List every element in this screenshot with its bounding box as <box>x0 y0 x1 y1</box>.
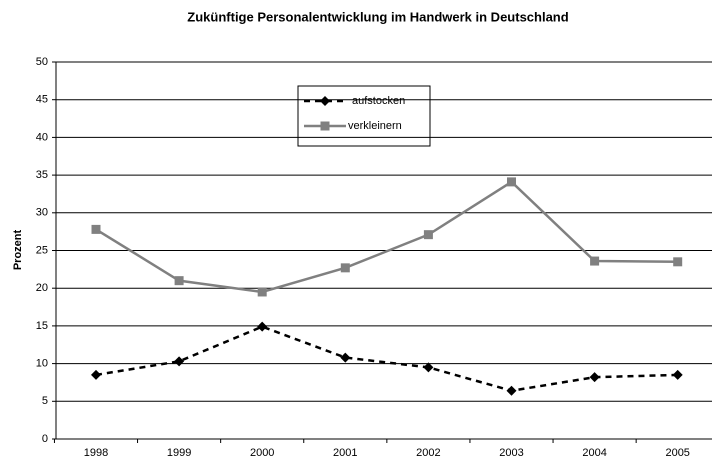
marker <box>340 352 351 363</box>
y-tick-label: 30 <box>36 207 48 219</box>
marker <box>590 256 600 266</box>
x-tick-label: 2005 <box>665 447 689 459</box>
y-tick-label: 20 <box>36 282 48 294</box>
marker <box>340 263 350 273</box>
marker <box>320 96 330 106</box>
marker <box>506 385 517 396</box>
marker <box>257 321 268 332</box>
marker <box>257 287 267 297</box>
x-tick-label: 1998 <box>84 447 108 459</box>
marker <box>589 372 600 383</box>
y-tick-label: 5 <box>42 395 48 407</box>
series-line <box>95 180 678 294</box>
y-tick-label: 25 <box>36 244 48 256</box>
marker <box>673 257 683 267</box>
y-tick-label: 50 <box>36 56 48 68</box>
y-tick-label: 15 <box>36 320 48 332</box>
x-tick-label: 1999 <box>167 447 191 459</box>
chart-title: Zukünftige Personalentwicklung im Handwe… <box>187 9 568 24</box>
marker <box>174 356 185 367</box>
x-tick-label: 2003 <box>499 447 523 459</box>
y-tick-label: 35 <box>36 169 48 181</box>
legend-box <box>297 85 431 147</box>
marker <box>672 369 683 380</box>
x-tick-label: 2002 <box>416 447 440 459</box>
y-axis-label: Prozent <box>12 229 24 270</box>
marker <box>91 369 101 380</box>
marker <box>320 121 330 131</box>
marker <box>174 276 184 286</box>
x-tick-label: 2004 <box>582 447 606 459</box>
marker <box>91 224 101 234</box>
marker <box>423 230 433 240</box>
series-line <box>95 325 678 393</box>
y-tick-label: 0 <box>42 433 48 445</box>
legend-label: aufstocken <box>352 95 405 107</box>
y-tick-label: 10 <box>36 358 48 370</box>
y-tick-label: 45 <box>36 94 48 106</box>
y-tick-label: 40 <box>36 131 48 143</box>
legend-label: verkleinern <box>348 120 402 132</box>
marker <box>423 362 434 373</box>
x-tick-label: 2001 <box>333 447 357 459</box>
x-tick-label: 2000 <box>250 447 274 459</box>
marker <box>507 177 516 187</box>
